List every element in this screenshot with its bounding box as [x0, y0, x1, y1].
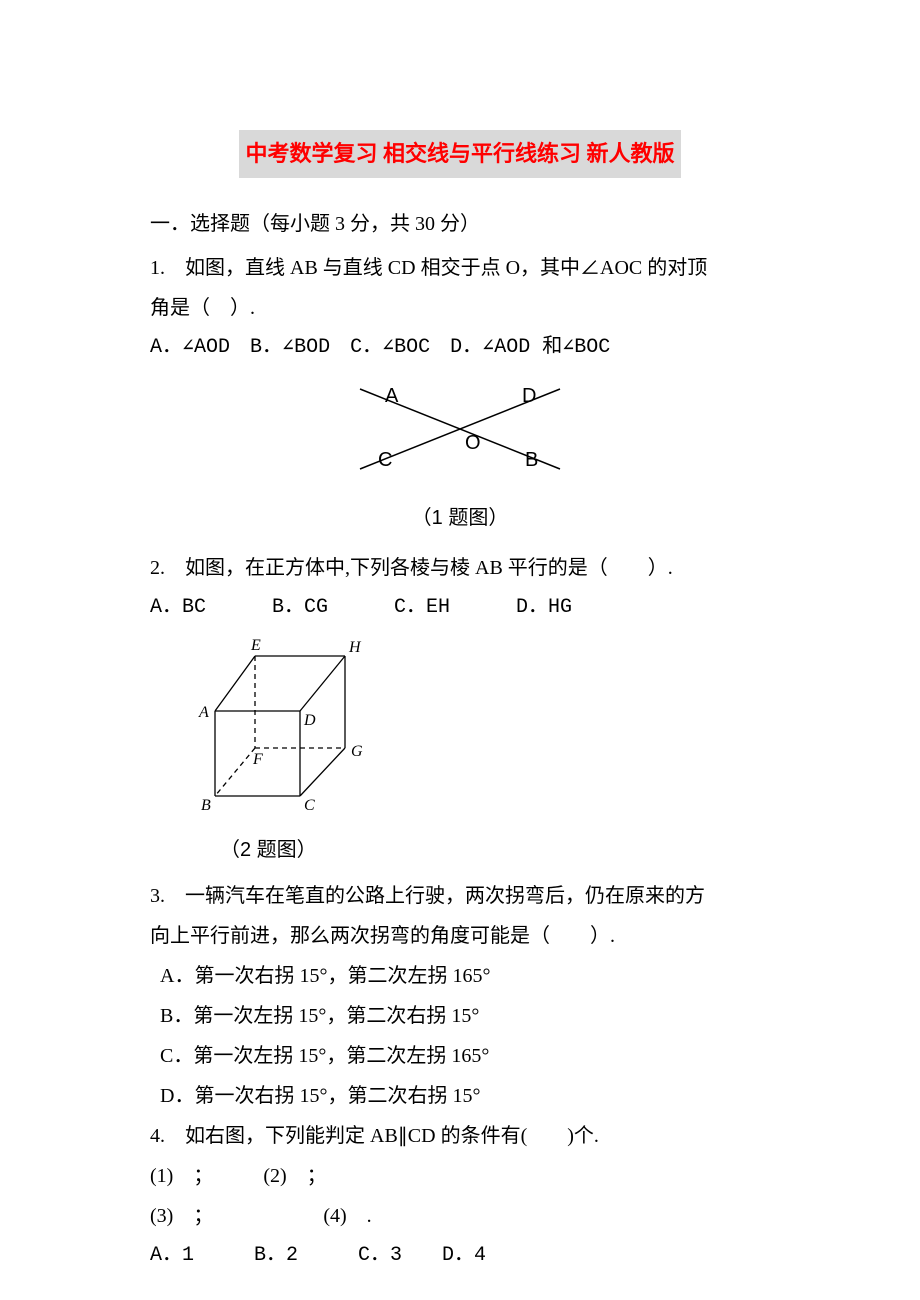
svg-text:F: F: [252, 751, 263, 768]
q1-options: A．∠AOD B．∠BOD C．∠BOC D．∠AOD 和∠BOC: [150, 328, 770, 368]
q2-opt-c: C．EH: [394, 588, 504, 628]
svg-text:O: O: [465, 432, 481, 454]
svg-text:D: D: [522, 385, 536, 407]
q1-stem-line1: 1. 如图，直线 AB 与直线 CD 相交于点 O，其中∠AOC 的对顶: [150, 248, 770, 288]
q1-stem-line2: 角是（ ）.: [150, 288, 770, 328]
q2-figure: E H A D F G B C （2 题图）: [190, 636, 770, 870]
svg-text:A: A: [198, 704, 209, 721]
q4-stem: 4. 如右图，下列能判定 AB∥CD 的条件有( )个.: [150, 1116, 770, 1156]
intersecting-lines-diagram: A D C B O: [330, 374, 590, 484]
q1-figure: A D C B O （1 题图）: [150, 374, 770, 538]
q2-opt-d: D．HG: [516, 588, 572, 628]
section-1-heading: 一．选择题（每小题 3 分，共 30 分）: [150, 204, 770, 244]
svg-text:E: E: [250, 637, 261, 654]
q2-opt-b: B．CG: [272, 588, 382, 628]
cube-diagram: E H A D F G B C: [190, 636, 390, 816]
q4-conditions-row1: (1) ； (2) ；: [150, 1156, 770, 1196]
q3-stem-line1: 3. 一辆汽车在笔直的公路上行驶，两次拐弯后，仍在原来的方: [150, 876, 770, 916]
q4-conditions-row2: (3) ； (4) .: [150, 1196, 770, 1236]
q4-options: A．1 B．2 C．3 D．4: [150, 1236, 770, 1276]
q3-opt-a: A．第一次右拐 15°，第二次左拐 165°: [160, 956, 770, 996]
svg-text:C: C: [378, 449, 392, 471]
svg-text:G: G: [351, 743, 363, 760]
q3-opt-c: C．第一次左拐 15°，第二次左拐 165°: [160, 1036, 770, 1076]
svg-text:H: H: [348, 639, 362, 656]
q3-stem-line2: 向上平行前进，那么两次拐弯的角度可能是（ ）.: [150, 916, 770, 956]
q1-caption: （1 题图）: [150, 498, 770, 538]
svg-text:A: A: [385, 385, 399, 407]
page-title-wrap: 中考数学复习 相交线与平行线练习 新人教版: [150, 130, 770, 178]
q2-stem: 2. 如图，在正方体中,下列各棱与棱 AB 平行的是（ ）.: [150, 548, 770, 588]
svg-text:C: C: [304, 797, 315, 814]
q3-opt-d: D．第一次右拐 15°，第二次右拐 15°: [160, 1076, 770, 1116]
q2-caption: （2 题图）: [220, 830, 770, 870]
q3-opt-b: B．第一次左拐 15°，第二次右拐 15°: [160, 996, 770, 1036]
svg-text:B: B: [525, 449, 538, 471]
q2-options: A．BC B．CG C．EH D．HG: [150, 588, 770, 628]
svg-text:B: B: [201, 797, 211, 814]
svg-text:D: D: [303, 712, 316, 729]
q2-opt-a: A．BC: [150, 588, 260, 628]
page-title: 中考数学复习 相交线与平行线练习 新人教版: [239, 130, 680, 178]
